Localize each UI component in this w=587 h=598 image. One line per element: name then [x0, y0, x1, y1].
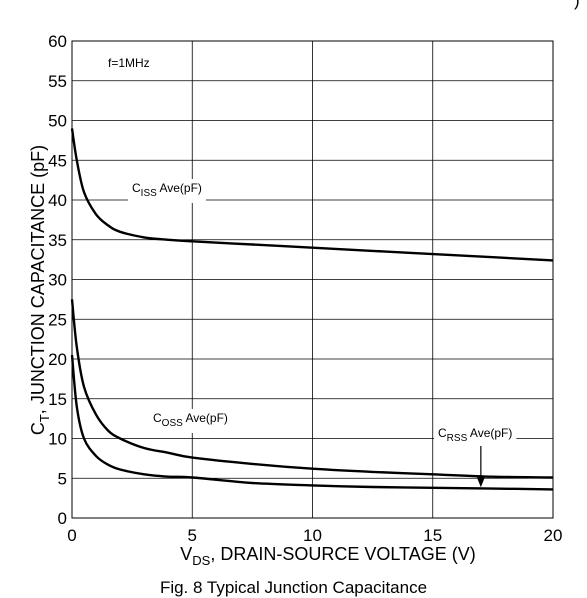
- y-tick-label: 10: [48, 430, 67, 449]
- ciss-label-background: [128, 179, 206, 203]
- y-tick-label: 55: [48, 72, 67, 91]
- y-axis-title-rest: , JUNCTION CAPACITANCE (pF): [28, 145, 48, 414]
- x-axis-title-main: V: [180, 544, 192, 564]
- x-tick-label: 20: [544, 526, 563, 545]
- y-tick-label: 20: [48, 350, 67, 369]
- x-tick-label: 0: [67, 526, 76, 545]
- y-tick-label: 25: [48, 310, 67, 329]
- y-tick-label: 15: [48, 390, 67, 409]
- crss-label: CRSS Ave(pF): [434, 424, 517, 448]
- crss-curve: [70, 354, 554, 491]
- figure-caption: Fig. 8 Typical Junction Capacitance: [159, 578, 428, 597]
- coss-label: COSS Ave(pF): [149, 409, 232, 433]
- y-tick-label: 35: [48, 231, 67, 250]
- ciss-label: CISS Ave(pF): [128, 179, 206, 203]
- y-tick-label: 45: [48, 151, 67, 170]
- top-right-mark: ): [574, 0, 580, 10]
- tick-labels: 0 5 10 15 20 25 30 35 40 45 50 55 60 0 5 10 15 20: [48, 32, 562, 545]
- series-lines: [70, 128, 554, 491]
- coss-label-sub: OSS: [162, 418, 183, 429]
- crss-label-main: C: [438, 426, 447, 440]
- x-axis-title-rest: , DRAIN-SOURCE VOLTAGE (V): [210, 544, 475, 564]
- x-axis-title-sub: DS: [192, 553, 210, 568]
- y-tick-label: 40: [48, 191, 67, 210]
- coss-curve: [70, 299, 554, 479]
- y-axis-title-sub: T: [37, 414, 52, 422]
- ciss-label-rest: Ave(pF): [157, 181, 202, 195]
- coss-label-main: C: [153, 411, 162, 425]
- x-tick-label: 10: [303, 526, 322, 545]
- crss-label-text: CRSS Ave(pF): [438, 426, 512, 444]
- y-tick-label: 50: [48, 112, 67, 131]
- ciss-label-main: C: [132, 181, 141, 195]
- x-tick-label: 15: [423, 526, 442, 545]
- crss-label-rest: Ave(pF): [467, 426, 512, 440]
- crss-arrow-head: [476, 477, 485, 488]
- ciss-label-sub: ISS: [141, 188, 157, 199]
- y-axis-title: CT, JUNCTION CAPACITANCE (pF): [28, 145, 52, 435]
- y-axis-title-main: C: [28, 422, 48, 435]
- y-tick-label: 0: [58, 509, 67, 528]
- x-tick-label: 5: [188, 526, 197, 545]
- ciss-curve: [70, 128, 554, 262]
- ciss-label-text: CISS Ave(pF): [132, 181, 202, 199]
- coss-label-text: COSS Ave(pF): [153, 411, 228, 429]
- y-tick-label: 5: [58, 469, 67, 488]
- frequency-note: f=1MHz: [108, 56, 150, 70]
- y-tick-label: 30: [48, 271, 67, 290]
- coss-label-rest: Ave(pF): [183, 411, 228, 425]
- y-tick-label: 60: [48, 32, 67, 51]
- x-axis-title: VDS, DRAIN-SOURCE VOLTAGE (V): [180, 544, 475, 568]
- crss-label-background: [434, 424, 517, 448]
- plot-frame: [71, 40, 554, 519]
- crss-label-sub: RSS: [447, 433, 468, 444]
- coss-label-background: [149, 409, 232, 433]
